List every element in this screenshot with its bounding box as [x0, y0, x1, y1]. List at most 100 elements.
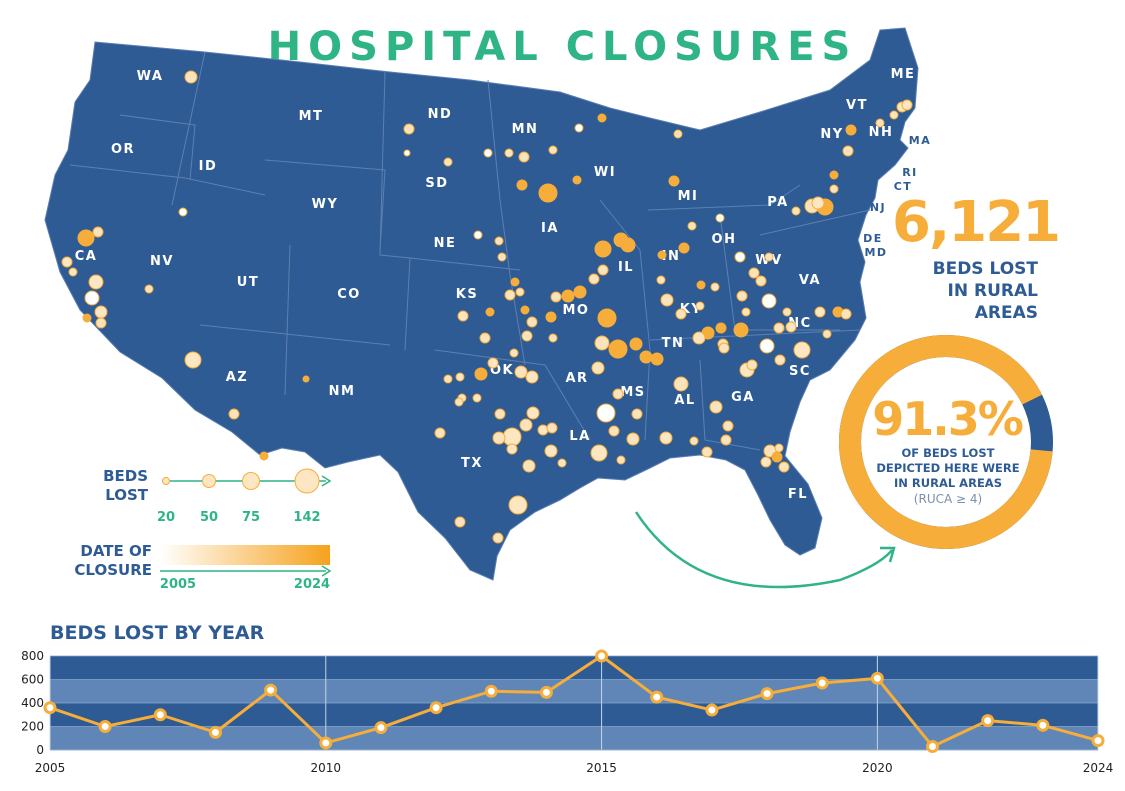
data-point: [595, 649, 609, 663]
state-label-ma: MA: [909, 134, 931, 147]
closure-dot: [454, 397, 464, 407]
closure-dot: [504, 289, 516, 301]
closure-dot: [434, 427, 446, 439]
closure-dot: [761, 293, 777, 309]
y-tick-label: 600: [21, 673, 44, 687]
closure-dot: [720, 434, 732, 446]
x-tick-label: 2010: [311, 761, 342, 775]
plot-band: [50, 679, 1098, 703]
closure-dot: [715, 322, 727, 334]
state-label-nv: NV: [150, 254, 174, 269]
closure-dot: [61, 256, 73, 268]
closure-dot: [774, 443, 784, 453]
closure-dot: [403, 123, 415, 135]
state-label-ca: CA: [75, 249, 98, 264]
size-legend-value: 142: [293, 510, 321, 525]
closure-dot: [520, 305, 530, 315]
closure-dot: [715, 213, 725, 223]
x-tick-label: 2020: [862, 761, 893, 775]
closure-dot: [639, 350, 653, 364]
size-legend-value: 20: [156, 510, 176, 525]
closure-dot: [597, 264, 609, 276]
state-label-co: CO: [337, 287, 361, 302]
data-point: [815, 676, 829, 690]
rural-pct-value: 91.3%: [872, 392, 1024, 446]
state-label-ia: IA: [541, 221, 559, 236]
closure-dot: [546, 422, 558, 434]
closure-dot: [597, 113, 607, 123]
closure-dot: [521, 330, 533, 342]
state-label-id: ID: [199, 159, 218, 174]
date-legend-start: 2005: [159, 577, 197, 592]
state-label-or: OR: [111, 142, 135, 157]
closure-dot: [455, 372, 465, 382]
state-label-nh: NH: [869, 125, 894, 140]
x-tick-label: 2015: [586, 761, 617, 775]
closure-dot: [597, 308, 617, 328]
closure-dot: [687, 221, 697, 231]
closure-dot: [472, 393, 482, 403]
closure-dot: [474, 367, 488, 381]
closure-dot: [748, 267, 760, 279]
closure-dot: [594, 335, 610, 351]
y-tick-label: 400: [21, 696, 44, 710]
state-label-wi: WI: [594, 165, 616, 180]
closure-dot: [626, 432, 640, 446]
closure-dot: [741, 307, 751, 317]
rural-beds-label: BEDS LOST IN RURAL AREAS: [932, 259, 1038, 323]
data-point: [1091, 734, 1105, 748]
state-label-nj: NJ: [870, 201, 886, 214]
closure-dot: [94, 305, 108, 319]
closure-dot: [403, 149, 411, 157]
closure-dot: [494, 236, 504, 246]
closure-dot: [494, 408, 506, 420]
closure-dot: [656, 275, 666, 285]
closure-dot: [516, 179, 528, 191]
closure-dot: [548, 333, 558, 343]
series-line: [49, 654, 1099, 748]
closure-dot: [709, 400, 723, 414]
closure-dot: [616, 455, 626, 465]
closure-dot: [608, 339, 628, 359]
closure-dot: [811, 196, 825, 210]
closure-dot: [502, 427, 522, 447]
state-label-ar: AR: [565, 371, 588, 386]
closure-dot: [259, 451, 269, 461]
closure-dot: [518, 151, 530, 163]
state-label-ut: UT: [237, 275, 259, 290]
closure-dot: [760, 456, 772, 468]
closure-dot: [755, 275, 767, 287]
closure-dot: [889, 110, 899, 120]
state-label-la: LA: [569, 429, 590, 444]
closure-dot: [84, 290, 100, 306]
closure-dot: [92, 226, 104, 238]
closure-dot: [509, 348, 519, 358]
state-label-md: MD: [864, 246, 887, 259]
closure-dot: [525, 370, 539, 384]
size-legend-value: 75: [241, 510, 261, 525]
donut-rural-share: [839, 335, 1053, 549]
data-point: [539, 685, 553, 699]
closure-dot: [608, 425, 620, 437]
state-label-oh: OH: [712, 232, 737, 247]
closure-dot: [492, 431, 506, 445]
closure-dot: [620, 237, 636, 253]
date-legend-title: DATE OF CLOSURE: [74, 542, 152, 579]
closure-dot: [793, 341, 811, 359]
state-label-ga: GA: [731, 390, 755, 405]
ruca-note: (RUCA ≥ 4): [913, 492, 983, 506]
data-point: [1036, 718, 1050, 732]
state-labels: WAORCAIDNVMTWYUTAZCONMNDSDNEKSOKTXMNIAMO…: [75, 67, 931, 502]
data-point: [705, 703, 719, 717]
closure-dot: [526, 406, 540, 420]
closure-dot: [506, 443, 518, 455]
plot-band: [50, 703, 1098, 727]
date-gradient-bar: [160, 545, 330, 565]
closure-dot: [734, 251, 746, 263]
closure-dot: [538, 183, 558, 203]
closure-dot: [443, 374, 453, 384]
data-point: [926, 739, 940, 753]
closure-dot: [302, 375, 310, 383]
closure-dot: [773, 322, 785, 334]
